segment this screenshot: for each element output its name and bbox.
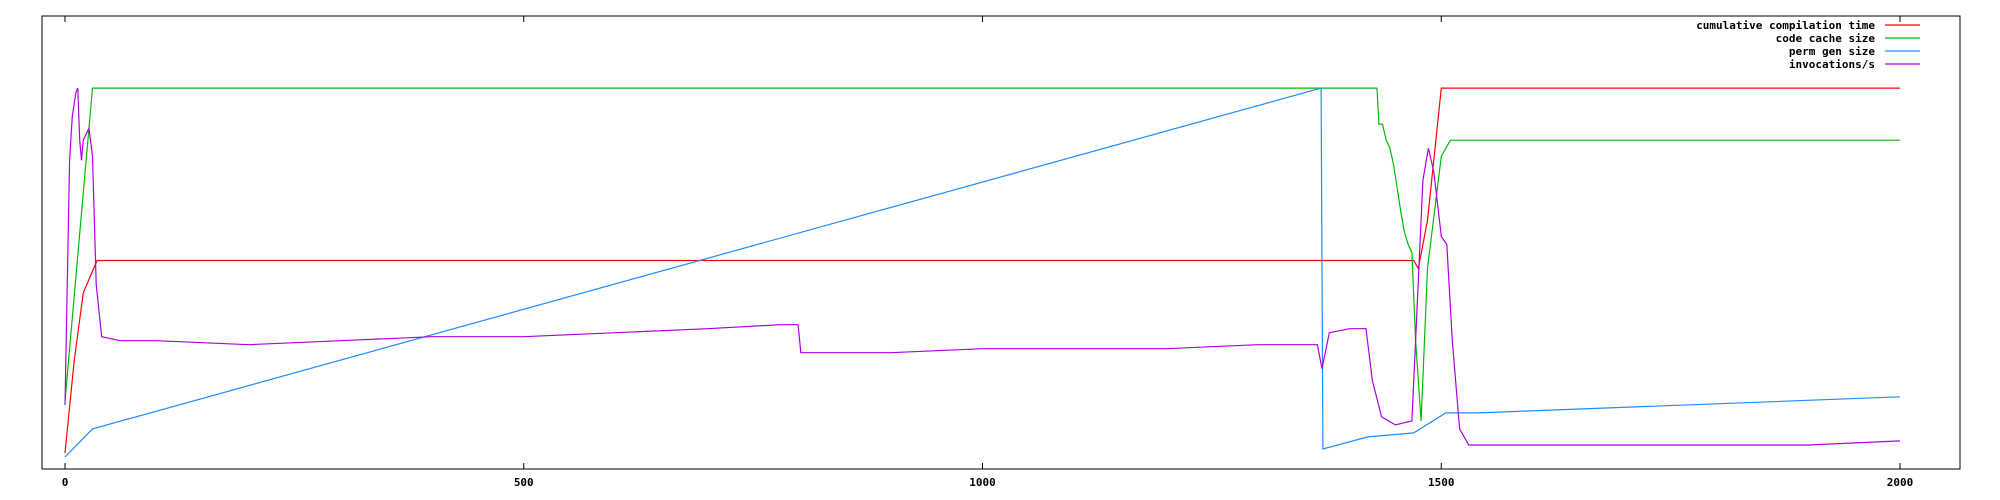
x-axis: 0 500 1000 1500 2000 [62,16,1914,489]
legend-label: code cache size [1776,32,1876,45]
x-tick-label: 2000 [1887,476,1914,489]
plot-frame [41,15,1961,470]
x-tick-label: 1500 [1428,476,1455,489]
series-layer [64,87,1901,458]
x-tick-label: 1000 [969,476,996,489]
legend-label: perm gen size [1789,45,1875,58]
x-tick-label: 0 [62,476,69,489]
x-tick-label: 500 [514,476,534,489]
legend-label: cumulative compilation time [1696,19,1875,32]
series-line-code-cache-size [64,87,1900,421]
series-line-perm-gen-size [64,87,1901,458]
series-line-cumulative-compilation-time [64,87,1900,454]
series-line-invocations-s [64,87,1901,446]
legend-label: invocations/s [1789,58,1875,71]
